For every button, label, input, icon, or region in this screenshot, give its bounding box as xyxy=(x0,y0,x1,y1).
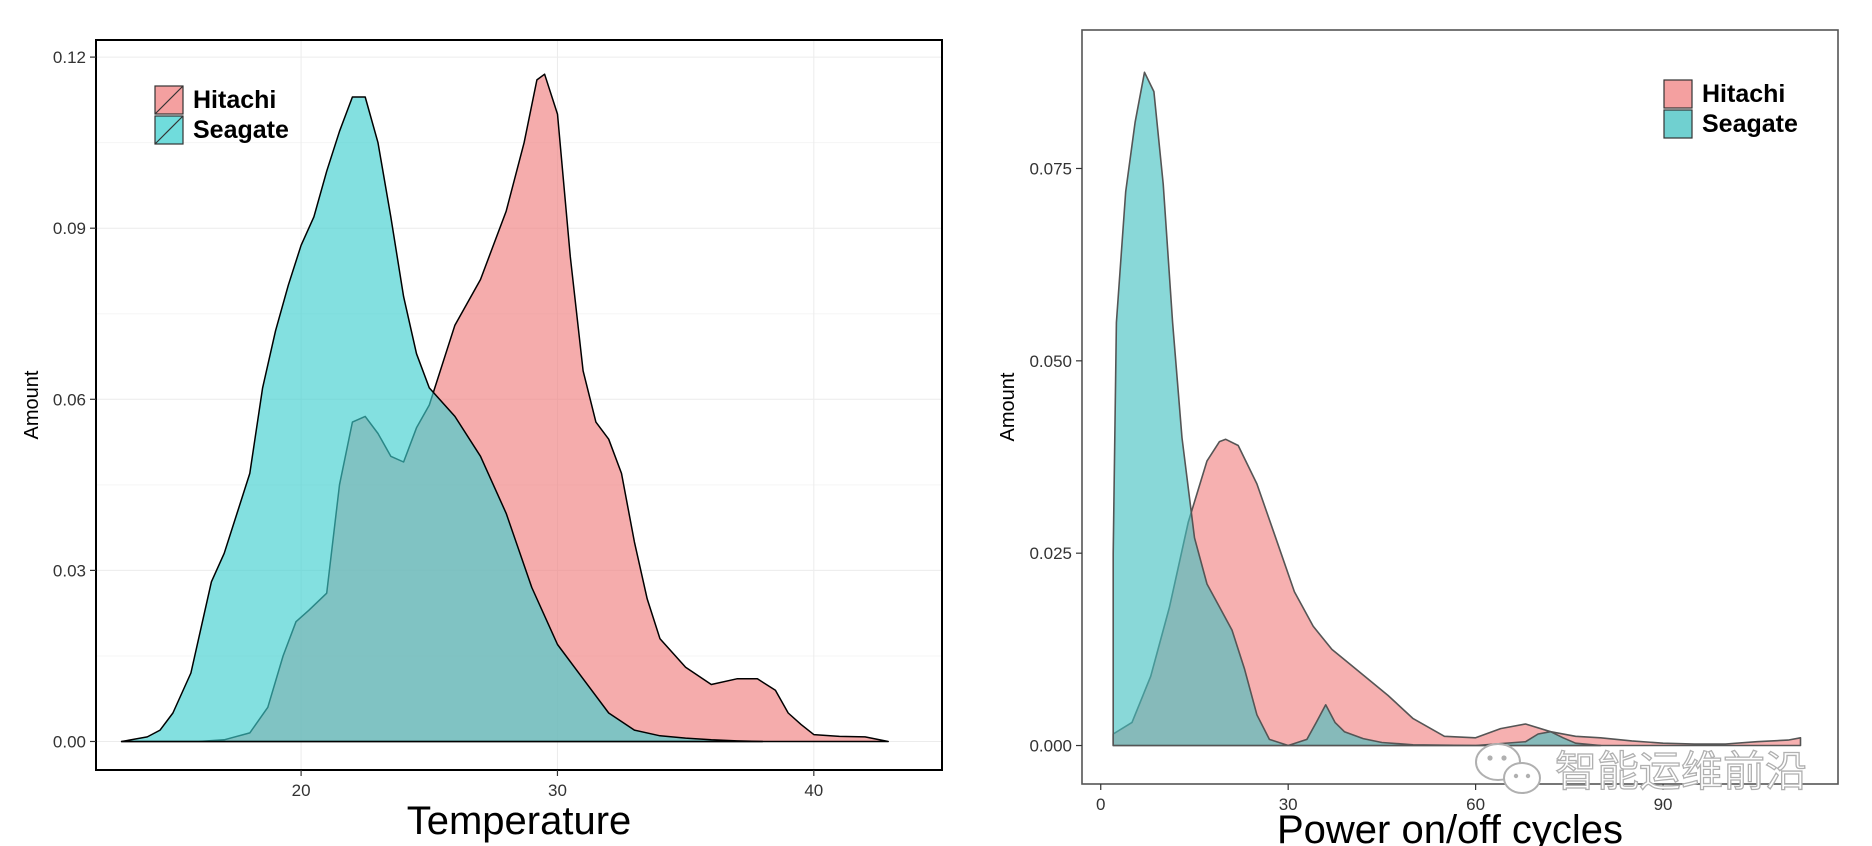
x-tick-label-0: 20 xyxy=(292,781,311,800)
wechat-bubble-small xyxy=(1503,762,1541,794)
y-tick-label-1: 0.025 xyxy=(1029,544,1072,563)
wechat-eye-1 xyxy=(1487,755,1493,761)
x-tick-label-2: 40 xyxy=(804,781,823,800)
x-axis-label: Power on/off cycles xyxy=(1277,808,1623,846)
legend-key-slash-0 xyxy=(154,85,184,115)
legend-label-seagate: Seagate xyxy=(1702,110,1798,138)
legend-label-hitachi: Hitachi xyxy=(193,86,276,114)
legend-key-slash-1 xyxy=(154,115,184,145)
density-area-seagate xyxy=(120,96,764,743)
legend-key-seagate xyxy=(1663,109,1693,139)
y-tick-label-0: 0.00 xyxy=(53,732,86,751)
x-tick-label-2: 60 xyxy=(1466,795,1485,814)
x-tick-label-1: 30 xyxy=(1279,795,1298,814)
y-tick-label-3: 0.09 xyxy=(53,219,86,238)
wechat-eye-2 xyxy=(1501,755,1507,761)
x-axis-label: Temperature xyxy=(407,799,632,843)
x-tick-label-3: 90 xyxy=(1654,795,1673,814)
legend-label-seagate: Seagate xyxy=(193,116,289,144)
panel-border xyxy=(1081,29,1839,785)
chart-temperature: 0.00 0.03 0.06 0.09 0.12 20 30 40 Temperature Amo… xyxy=(21,39,943,843)
legend-key-hitachi xyxy=(1663,79,1693,109)
wechat-eye-3 xyxy=(1513,773,1519,779)
x-tick-label-1: 30 xyxy=(548,781,567,800)
x-tick-label-0: 0 xyxy=(1096,795,1105,814)
wechat-eye-4 xyxy=(1525,773,1531,779)
y-tick-label-2: 0.050 xyxy=(1029,352,1072,371)
density-area-hitachi xyxy=(1112,438,1802,747)
y-axis-label: Amount xyxy=(21,370,43,439)
chart-power-cycles: 0.000 0.025 0.050 0.075 0 30 60 90 Power on/off … xyxy=(997,29,1839,846)
legend-label-hitachi: Hitachi xyxy=(1702,80,1785,108)
y-axis-label: Amount xyxy=(997,372,1019,441)
wechat-icon xyxy=(1475,743,1541,794)
y-tick-label-2: 0.06 xyxy=(53,390,86,409)
y-tick-label-4: 0.12 xyxy=(53,48,86,67)
y-tick-label-0: 0.000 xyxy=(1029,737,1072,756)
watermark: 智能运维前沿 xyxy=(1475,743,1808,797)
y-tick-label-3: 0.075 xyxy=(1029,159,1072,178)
panel-border xyxy=(95,39,943,771)
density-area-seagate xyxy=(1112,71,1602,747)
watermark-text: 智能运维前沿 xyxy=(1555,747,1807,796)
y-tick-label-1: 0.03 xyxy=(53,561,86,580)
